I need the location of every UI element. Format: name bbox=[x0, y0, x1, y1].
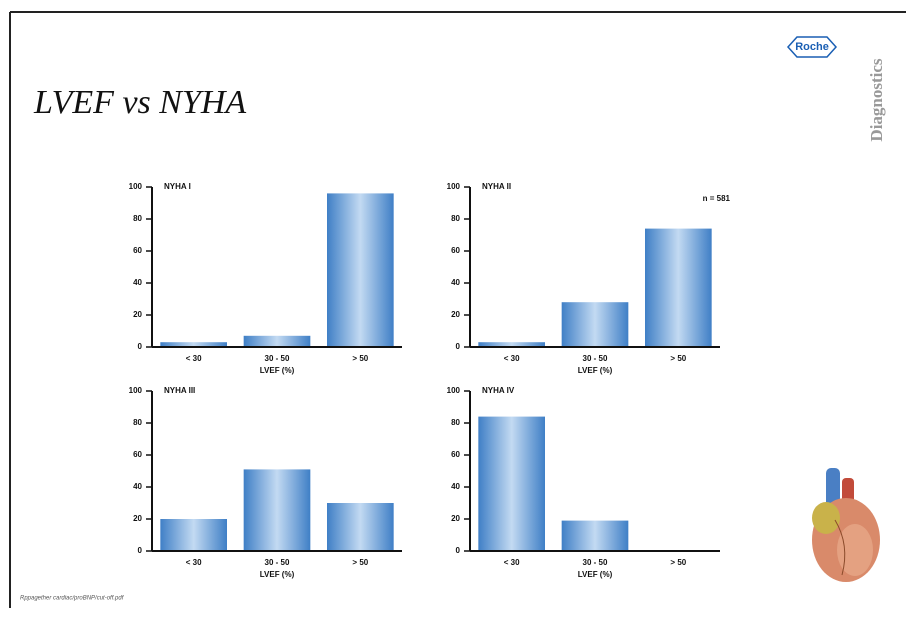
y-tick-label: 80 bbox=[451, 214, 460, 223]
x-tick-label: < 30 bbox=[186, 558, 202, 567]
bar bbox=[244, 469, 311, 551]
y-tick-label: 0 bbox=[456, 342, 461, 351]
roche-logo: Roche bbox=[788, 37, 836, 57]
bar bbox=[645, 229, 712, 347]
bar-chart: 0 20 40 60 80 100 < 30 30 - 50 > 50 LVEF (%) NYHA … bbox=[129, 386, 402, 579]
x-tick-label: > 50 bbox=[670, 558, 686, 567]
y-tick-label: 60 bbox=[451, 450, 460, 459]
x-tick-label: 30 - 50 bbox=[265, 354, 290, 363]
y-tick-label: 100 bbox=[129, 182, 143, 191]
heart-illustration bbox=[812, 468, 880, 582]
bar bbox=[562, 521, 629, 551]
x-tick-label: < 30 bbox=[504, 558, 520, 567]
x-tick-label: 30 - 50 bbox=[265, 558, 290, 567]
bar bbox=[160, 519, 227, 551]
y-tick-label: 0 bbox=[456, 546, 461, 555]
x-tick-label: > 50 bbox=[352, 354, 368, 363]
y-tick-label: 40 bbox=[133, 278, 142, 287]
y-tick-label: 0 bbox=[138, 546, 143, 555]
bar-chart: 0 20 40 60 80 100 < 30 30 - 50 > 50 LVEF (%) NYHA … bbox=[447, 386, 720, 579]
bar bbox=[478, 417, 545, 551]
x-tick-label: < 30 bbox=[504, 354, 520, 363]
y-tick-label: 20 bbox=[451, 514, 460, 523]
panel-title: NYHA III bbox=[164, 386, 195, 395]
bar bbox=[327, 193, 394, 347]
y-tick-label: 60 bbox=[133, 450, 142, 459]
x-tick-label: < 30 bbox=[186, 354, 202, 363]
footnote: Rppagether cardiac/proBNP/cut-off.pdf bbox=[20, 596, 125, 602]
logo-text: Roche bbox=[795, 41, 829, 53]
y-tick-label: 40 bbox=[133, 482, 142, 491]
y-tick-label: 0 bbox=[138, 342, 143, 351]
bar-chart: 0 20 40 60 80 100 < 30 30 - 50 > 50 LVEF (%) NYHA … bbox=[129, 182, 402, 375]
panel-title: NYHA I bbox=[164, 182, 191, 191]
bar-chart: 0 20 40 60 80 100 < 30 30 - 50 > 50 LVEF (%) NYHA … bbox=[447, 182, 731, 375]
y-tick-label: 60 bbox=[133, 246, 142, 255]
y-tick-label: 20 bbox=[133, 514, 142, 523]
y-tick-label: 80 bbox=[133, 418, 142, 427]
y-tick-label: 20 bbox=[451, 310, 460, 319]
x-axis-label: LVEF (%) bbox=[260, 366, 295, 375]
slide: LVEF vs NYHA Roche Diagnostics Rppagethe… bbox=[0, 0, 906, 617]
y-tick-label: 20 bbox=[133, 310, 142, 319]
brand: Diagnostics bbox=[867, 58, 886, 142]
x-tick-label: 30 - 50 bbox=[583, 558, 608, 567]
y-tick-label: 80 bbox=[133, 214, 142, 223]
y-tick-label: 100 bbox=[447, 386, 461, 395]
annotation: n = 581 bbox=[703, 194, 731, 203]
x-axis-label: LVEF (%) bbox=[260, 570, 295, 579]
panel-title: NYHA IV bbox=[482, 386, 515, 395]
x-tick-label: > 50 bbox=[670, 354, 686, 363]
y-tick-label: 100 bbox=[447, 182, 461, 191]
bar bbox=[244, 336, 311, 347]
slide-title: LVEF vs NYHA bbox=[33, 84, 246, 121]
y-tick-label: 40 bbox=[451, 278, 460, 287]
x-axis-label: LVEF (%) bbox=[578, 366, 613, 375]
y-tick-label: 40 bbox=[451, 482, 460, 491]
x-axis-label: LVEF (%) bbox=[578, 570, 613, 579]
bar bbox=[327, 503, 394, 551]
y-tick-label: 100 bbox=[129, 386, 143, 395]
bar bbox=[562, 302, 629, 347]
y-tick-label: 60 bbox=[451, 246, 460, 255]
panel-title: NYHA II bbox=[482, 182, 511, 191]
y-tick-label: 80 bbox=[451, 418, 460, 427]
x-tick-label: 30 - 50 bbox=[583, 354, 608, 363]
x-tick-label: > 50 bbox=[352, 558, 368, 567]
